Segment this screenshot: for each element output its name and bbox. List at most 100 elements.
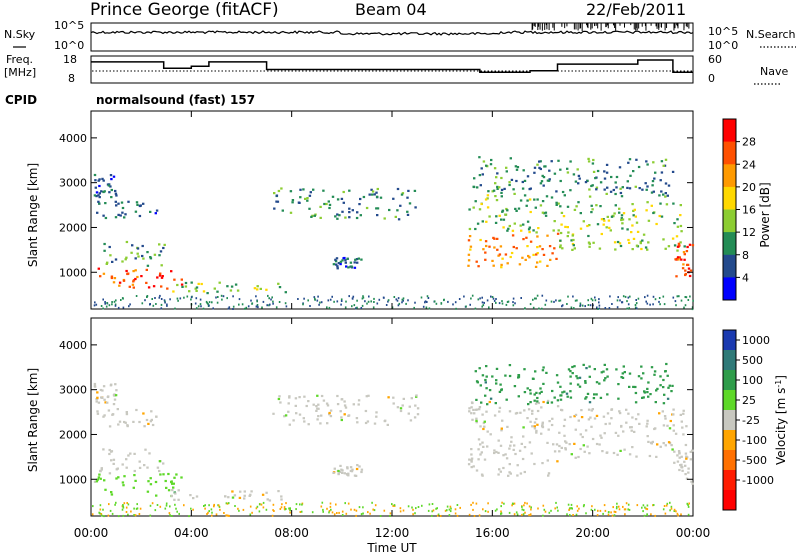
echo-cell bbox=[113, 394, 116, 397]
echo-cell bbox=[659, 179, 662, 182]
echo-cell bbox=[546, 459, 549, 462]
echo-cell bbox=[533, 198, 536, 201]
echo-cell bbox=[108, 425, 112, 428]
echo-cell bbox=[566, 513, 568, 516]
echo-cell bbox=[592, 158, 595, 162]
echo-cell bbox=[134, 479, 137, 482]
echo-cell bbox=[537, 401, 540, 405]
echo-cell bbox=[551, 417, 554, 420]
echo-cell bbox=[671, 237, 675, 240]
echo-cell bbox=[206, 292, 209, 295]
echo-cell bbox=[560, 394, 563, 397]
echo-cell bbox=[587, 304, 590, 306]
echo-cell bbox=[501, 210, 504, 213]
echo-cell bbox=[646, 514, 648, 516]
echo-cell bbox=[519, 411, 522, 414]
echo-cell bbox=[242, 508, 245, 511]
echo-cell bbox=[468, 227, 472, 231]
echo-cell bbox=[295, 503, 298, 506]
echo-cell bbox=[580, 409, 583, 412]
echo-cell bbox=[103, 515, 105, 518]
echo-cell bbox=[178, 512, 180, 515]
echo-cell bbox=[355, 307, 357, 310]
echo-cell bbox=[433, 300, 436, 303]
echo-cell bbox=[529, 303, 532, 306]
echo-cell bbox=[581, 304, 584, 307]
echo-cell bbox=[524, 501, 526, 504]
echo-cell bbox=[307, 423, 310, 426]
echo-cell bbox=[407, 299, 409, 302]
echo-cell bbox=[410, 397, 413, 400]
echo-cell bbox=[136, 507, 139, 510]
echo-cell bbox=[158, 274, 162, 277]
echo-cell bbox=[616, 502, 618, 505]
echo-cell bbox=[213, 287, 216, 290]
echo-cell bbox=[93, 382, 97, 386]
echo-cell bbox=[112, 462, 115, 465]
echo-cell bbox=[588, 375, 591, 378]
echo-cell bbox=[629, 174, 632, 177]
echo-cell bbox=[148, 452, 151, 455]
echo-cell bbox=[619, 187, 622, 190]
echo-cell bbox=[354, 258, 357, 261]
echo-cell bbox=[560, 211, 564, 214]
echo-cell bbox=[351, 209, 354, 212]
echo-cell bbox=[505, 303, 508, 306]
echo-cell bbox=[517, 207, 521, 210]
echo-cell bbox=[541, 425, 544, 428]
echo-cell bbox=[243, 497, 246, 500]
echo-cell bbox=[691, 308, 694, 311]
echo-cell bbox=[630, 231, 633, 234]
echo-cell bbox=[615, 368, 618, 371]
echo-cell bbox=[230, 285, 234, 288]
echo-cell bbox=[488, 245, 491, 248]
echo-cell bbox=[115, 477, 118, 480]
echo-cell bbox=[376, 187, 379, 191]
echo-cell bbox=[526, 175, 530, 178]
echo-cell bbox=[566, 226, 569, 229]
echo-cell bbox=[504, 453, 507, 456]
echo-cell bbox=[559, 205, 562, 208]
echo-cell bbox=[528, 514, 530, 517]
echo-cell bbox=[640, 365, 643, 368]
echo-cell bbox=[621, 186, 624, 189]
echo-cell bbox=[227, 496, 230, 499]
echo-cell bbox=[594, 299, 597, 302]
echo-cell bbox=[540, 432, 543, 435]
echo-cell bbox=[559, 179, 562, 183]
echo-cell bbox=[431, 503, 434, 505]
echo-cell bbox=[508, 410, 512, 413]
colorbar-swatch bbox=[723, 209, 736, 233]
echo-cell bbox=[668, 427, 672, 430]
echo-cell bbox=[114, 303, 117, 306]
echo-cell bbox=[177, 299, 179, 302]
echo-cell bbox=[485, 375, 488, 378]
echo-cell bbox=[93, 480, 97, 483]
echo-cell bbox=[327, 299, 330, 302]
echo-cell bbox=[136, 503, 138, 506]
echo-cell bbox=[100, 396, 103, 399]
echo-cell bbox=[215, 296, 217, 299]
echo-cell bbox=[245, 306, 248, 309]
echo-cell bbox=[522, 426, 525, 429]
echo-cell bbox=[514, 165, 518, 168]
echo-cell bbox=[265, 508, 268, 511]
echo-cell bbox=[162, 462, 165, 465]
echo-cell bbox=[469, 245, 473, 248]
echo-cell bbox=[647, 241, 650, 244]
echo-cell bbox=[144, 299, 146, 302]
echo-cell bbox=[646, 201, 649, 204]
echo-cell bbox=[405, 302, 407, 305]
echo-cell bbox=[535, 231, 538, 234]
echo-cell bbox=[257, 306, 259, 309]
echo-cell bbox=[144, 448, 147, 451]
echo-cell bbox=[339, 263, 342, 266]
echo-cell bbox=[149, 256, 152, 259]
echo-cell bbox=[662, 442, 665, 445]
echo-cell bbox=[160, 276, 164, 279]
echo-cell bbox=[127, 513, 129, 516]
echo-cell bbox=[562, 215, 566, 218]
echo-cell bbox=[427, 297, 430, 299]
echo-cell bbox=[506, 301, 509, 303]
echo-cell bbox=[602, 512, 604, 515]
